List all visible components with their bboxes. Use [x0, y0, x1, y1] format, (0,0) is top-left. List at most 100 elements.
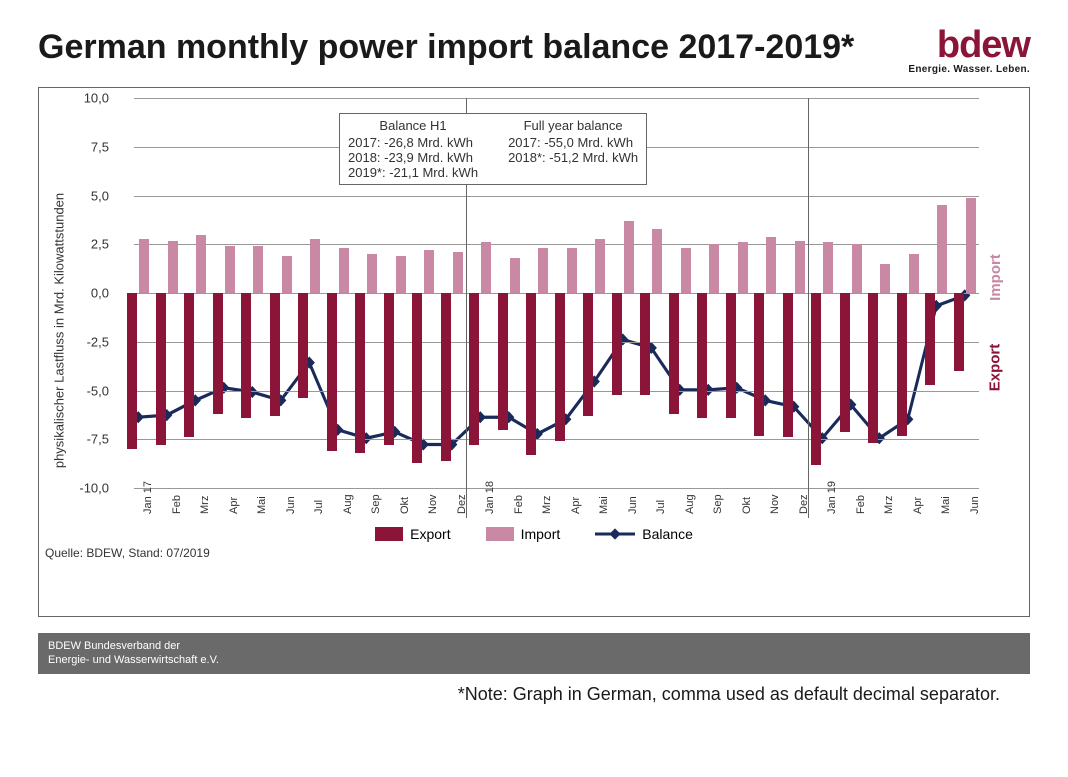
grid-line — [134, 98, 979, 99]
header: German monthly power import balance 2017… — [38, 28, 1030, 75]
bar-export — [213, 293, 223, 414]
x-tick-label: Jan 19 — [826, 481, 838, 514]
x-tick-label: Mrz — [199, 496, 211, 514]
annotation-h1-row: 2017: -26,8 Mrd. kWh — [348, 135, 478, 150]
bar-export — [954, 293, 964, 371]
bar-import — [282, 256, 292, 293]
bar-export — [412, 293, 422, 463]
bar-import — [909, 254, 919, 293]
bar-export — [897, 293, 907, 435]
footer-line1: BDEW Bundesverband der — [48, 639, 1020, 653]
x-tick-label: Mrz — [541, 496, 553, 514]
y-tick-label: -2,5 — [69, 334, 109, 349]
footnote: *Note: Graph in German, comma used as de… — [0, 684, 1030, 705]
bar-import — [253, 246, 263, 293]
chart-area: physikalischer Lastfluss in Mrd. Kilowat… — [114, 98, 979, 548]
bar-import — [510, 258, 520, 293]
page-container: German monthly power import balance 2017… — [0, 0, 1068, 627]
logo-text: bdew — [908, 28, 1030, 62]
x-tick-label: Jan 17 — [142, 481, 154, 514]
bar-import — [766, 237, 776, 294]
bar-export — [355, 293, 365, 453]
bar-export — [469, 293, 479, 445]
bar-export — [498, 293, 508, 430]
annotation-h1-header: Balance H1 — [348, 118, 478, 133]
annotation-full-header: Full year balance — [508, 118, 638, 133]
y-tick-label: -7,5 — [69, 432, 109, 447]
annotation-full-row: 2018*: -51,2 Mrd. kWh — [508, 150, 638, 165]
bar-import — [937, 205, 947, 293]
bar-import — [652, 229, 662, 293]
y-tick-label: 5,0 — [69, 188, 109, 203]
grid-line — [134, 488, 979, 489]
x-tick-label: Dez — [456, 495, 468, 515]
bar-import — [225, 246, 235, 293]
x-tick-label: Aug — [684, 495, 696, 515]
bar-import — [709, 244, 719, 293]
footer-line2: Energie- und Wasserwirtschaft e.V. — [48, 653, 1020, 667]
bar-export — [327, 293, 337, 451]
bar-import — [424, 250, 434, 293]
bar-import — [481, 242, 491, 293]
y-tick-label: -10,0 — [69, 481, 109, 496]
bar-import — [738, 242, 748, 293]
bar-import — [168, 241, 178, 294]
bar-export — [840, 293, 850, 431]
y-tick-label: 7,5 — [69, 139, 109, 154]
bar-import — [453, 252, 463, 293]
bar-import — [595, 239, 605, 294]
bar-import — [823, 242, 833, 293]
x-tick-label: Sep — [370, 495, 382, 515]
bar-export — [241, 293, 251, 418]
bar-export — [811, 293, 821, 465]
bar-export — [127, 293, 137, 449]
year-separator — [808, 98, 809, 518]
x-tick-label: Jul — [313, 500, 325, 514]
bar-export — [184, 293, 194, 437]
x-tick-label: Okt — [741, 497, 753, 514]
x-tick-label: Jul — [655, 500, 667, 514]
grid-line — [134, 196, 979, 197]
chart-frame: physikalischer Lastfluss in Mrd. Kilowat… — [38, 87, 1030, 617]
bar-export — [612, 293, 622, 394]
bar-import — [624, 221, 634, 293]
annotation-box: Balance H1 2017: -26,8 Mrd. kWh 2018: -2… — [339, 113, 647, 185]
bar-import — [396, 256, 406, 293]
bar-import — [538, 248, 548, 293]
bar-export — [583, 293, 593, 416]
x-tick-label: Feb — [171, 495, 183, 514]
x-tick-label: Aug — [342, 495, 354, 515]
bar-export — [669, 293, 679, 414]
annotation-h1-col: Balance H1 2017: -26,8 Mrd. kWh 2018: -2… — [348, 118, 478, 180]
logo: bdew Energie. Wasser. Leben. — [908, 28, 1030, 75]
y-tick-label: 2,5 — [69, 237, 109, 252]
x-tick-label: Mai — [598, 496, 610, 514]
side-label-import: Import — [987, 254, 1004, 301]
bar-import — [339, 248, 349, 293]
bar-import — [310, 239, 320, 294]
bar-import — [681, 248, 691, 293]
x-tick-label: Jun — [969, 496, 981, 514]
bar-export — [441, 293, 451, 461]
x-tick-label: Feb — [513, 495, 525, 514]
x-tick-label: Mai — [256, 496, 268, 514]
y-tick-label: 10,0 — [69, 91, 109, 106]
x-tick-label: Apr — [228, 497, 240, 514]
source-text: Quelle: BDEW, Stand: 07/2019 — [39, 546, 1029, 560]
bar-import — [139, 239, 149, 294]
y-tick-label: -5,0 — [69, 383, 109, 398]
bar-export — [783, 293, 793, 437]
x-tick-label: Nov — [769, 495, 781, 515]
x-tick-label: Dez — [798, 495, 810, 515]
bar-import — [966, 198, 976, 294]
bar-import — [880, 264, 890, 293]
bar-import — [196, 235, 206, 294]
x-tick-label: Nov — [427, 495, 439, 515]
x-tick-label: Mrz — [883, 496, 895, 514]
y-tick-label: 0,0 — [69, 286, 109, 301]
bar-export — [526, 293, 536, 455]
x-tick-label: Sep — [712, 495, 724, 515]
annotation-h1-row: 2019*: -21,1 Mrd. kWh — [348, 165, 478, 180]
bar-export — [697, 293, 707, 418]
bar-export — [555, 293, 565, 441]
